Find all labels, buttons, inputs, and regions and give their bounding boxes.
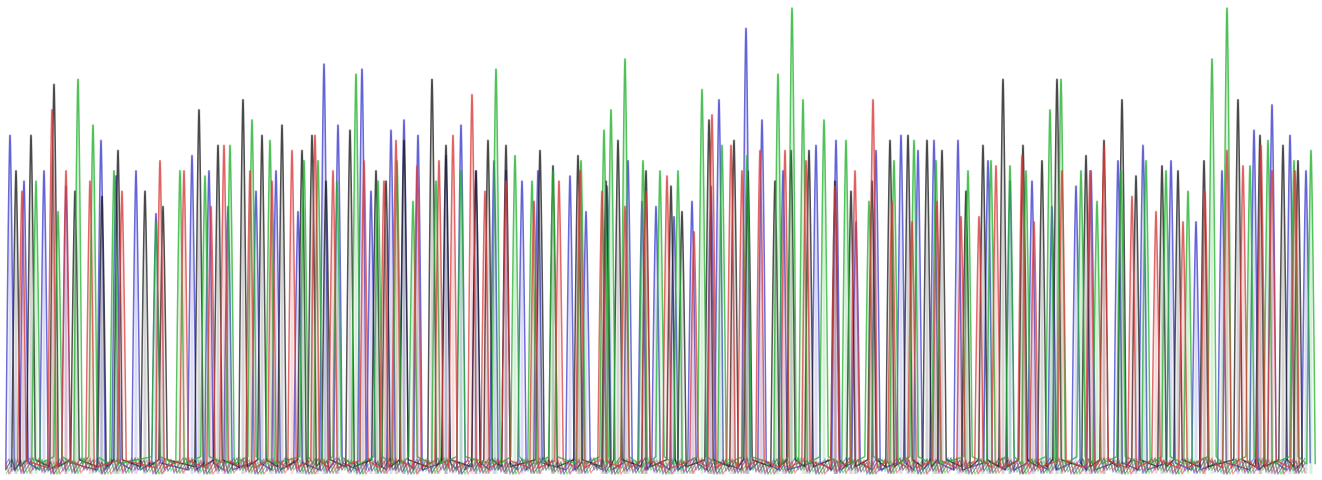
trace-baseline-noise-1 xyxy=(5,456,1306,476)
trace-group xyxy=(5,7,1316,476)
trace-baseline-noise-3 xyxy=(5,456,1306,476)
trace-line-3 xyxy=(17,93,1300,469)
trace-line-1 xyxy=(11,78,1303,468)
trace-baseline-noise-2 xyxy=(5,456,1306,476)
